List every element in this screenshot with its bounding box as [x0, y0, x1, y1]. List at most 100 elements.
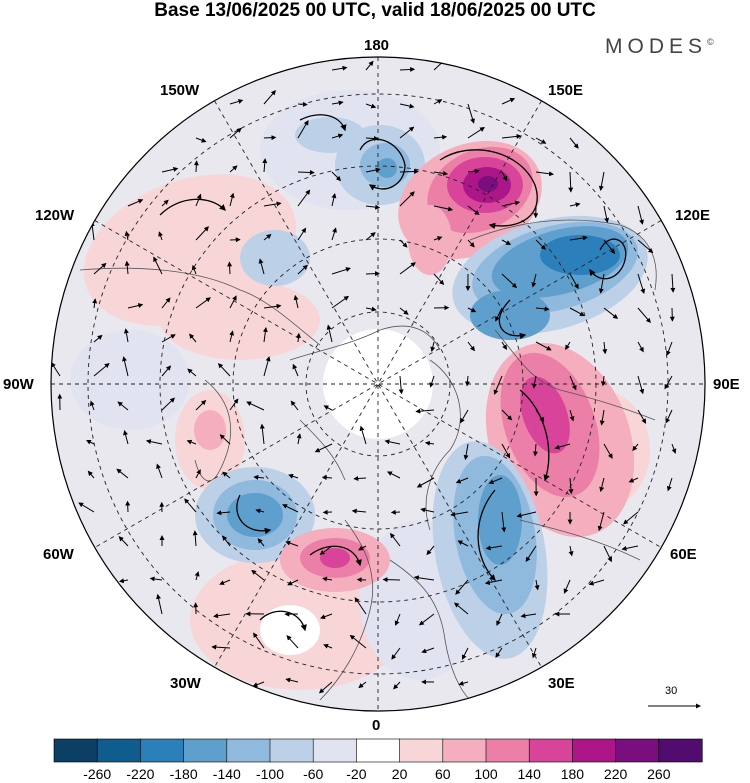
wind-vector: [191, 264, 197, 275]
wind-vector: [666, 477, 673, 492]
wind-vector: [229, 330, 235, 343]
wind-vector: [257, 538, 265, 547]
wind-vector: [331, 171, 342, 182]
wind-vector: [87, 470, 95, 479]
wind-vector: [493, 375, 503, 395]
wind-vector: [599, 409, 605, 426]
wind-vector: [219, 434, 231, 445]
wind-vector: [597, 511, 605, 532]
wind-vector: [252, 681, 265, 687]
wind-vector: [496, 613, 503, 626]
wind-vector: [463, 443, 469, 461]
wind-vector: [213, 613, 231, 619]
wind-vector: [671, 443, 677, 454]
wind-vector: [331, 133, 344, 139]
brand-text: MODES: [605, 35, 708, 58]
wind-vector: [399, 169, 420, 175]
colorbar-swatch: [399, 738, 444, 763]
wind-vector: [390, 509, 401, 515]
wind-vector: [219, 579, 231, 585]
wind-vector: [89, 400, 95, 411]
wind-vector: [211, 644, 231, 650]
wind-vector: [461, 647, 469, 660]
wind-vector: [569, 273, 579, 290]
lon-label-60e: 60E: [670, 546, 697, 563]
wind-vector: [195, 469, 201, 479]
vector-scale-label: 30: [665, 685, 678, 697]
wind-vector: [365, 271, 380, 277]
colorbar: [53, 738, 703, 763]
wind-vector: [331, 227, 337, 241]
wind-vector: [149, 576, 163, 582]
wind-vector: [484, 579, 503, 585]
map-border: [50, 56, 706, 712]
wind-vector: [455, 579, 469, 595]
colorbar-swatch: [572, 738, 617, 763]
wind-vector: [600, 375, 606, 387]
wind-vector: [534, 579, 540, 591]
wind-vector: [297, 189, 311, 207]
wind-vector: [501, 133, 522, 139]
wind-vector: [467, 168, 480, 174]
wind-vector: [598, 273, 605, 294]
wind-vector: [285, 677, 299, 683]
wind-vector: [421, 647, 435, 654]
wind-vector: [535, 341, 552, 351]
wind-vector: [628, 477, 639, 483]
wind-vector: [454, 602, 469, 615]
wind-vector: [93, 362, 110, 377]
wind-vector: [51, 362, 61, 377]
wind-vector: [467, 205, 480, 216]
wind-vector: [222, 471, 231, 479]
wind-vector: [297, 120, 309, 139]
colorbar-tick-label: 220: [603, 766, 628, 782]
wind-vector: [365, 306, 377, 312]
wind-vector: [602, 341, 608, 355]
wind-vector: [501, 239, 512, 245]
wind-vector: [255, 508, 265, 514]
wind-vector: [637, 409, 647, 424]
wind-vector: [161, 365, 172, 377]
wind-vector: [123, 430, 129, 445]
wind-vector: [637, 205, 644, 225]
wind-vector: [258, 258, 265, 275]
wind-vector: [394, 613, 401, 626]
lon-label-180: 180: [364, 37, 390, 54]
wind-vector: [467, 307, 477, 313]
colorbar-tick-label: 260: [647, 766, 671, 782]
wind-vector: [391, 647, 401, 660]
wind-vector: [501, 97, 516, 105]
colorbar-tick-label: -100: [255, 766, 285, 782]
wind-vector: [161, 297, 171, 309]
wind-vector: [389, 532, 401, 547]
lon-label-0: 0: [372, 717, 381, 734]
wind-vector: [485, 545, 503, 551]
wind-vector: [253, 474, 265, 480]
wind-vector: [353, 476, 367, 482]
colorbar-swatch: [658, 738, 703, 763]
wind-vector: [501, 409, 513, 421]
wind-vector: [535, 137, 547, 144]
wind-vector: [467, 239, 475, 248]
wind-vector: [520, 613, 537, 619]
wind-vector: [399, 307, 409, 315]
wind-vector: [297, 101, 308, 107]
wind-vector: [297, 169, 315, 175]
wind-vector: [393, 681, 401, 690]
wind-vector: [387, 471, 401, 479]
wind-vector: [569, 137, 579, 149]
wind-vector: [433, 134, 448, 140]
wind-vector: [568, 545, 574, 557]
wind-vector: [603, 205, 610, 223]
wind-vector: [637, 273, 646, 294]
wind-vector: [384, 439, 401, 445]
wind-vector: [331, 65, 348, 71]
wind-vector: [569, 202, 581, 208]
wind-vector: [263, 135, 277, 141]
wind-vector: [418, 613, 435, 626]
wind-vector: [666, 341, 673, 356]
colorbar-tick-label: -260: [83, 766, 112, 782]
wind-vector: [153, 256, 163, 275]
wind-vector: [413, 575, 435, 581]
